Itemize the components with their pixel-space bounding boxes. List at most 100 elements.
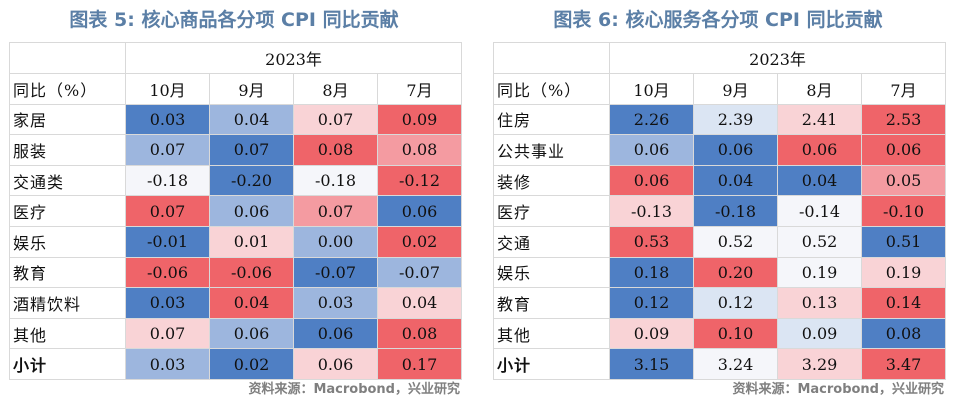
table-panel-core-goods: 图表 5: 核心商品各分项 CPI 同比贡献 2023年 同比（%） 10月 9…: [0, 0, 468, 397]
month-header: 10月: [125, 73, 210, 105]
row-label: 交通类: [9, 164, 126, 197]
value-cell: 0.06: [860, 134, 947, 166]
value-cell: 0.02: [376, 225, 463, 258]
value-cell: 0.09: [376, 103, 463, 136]
value-cell: 0.06: [376, 195, 463, 227]
value-cell: -0.18: [125, 164, 210, 197]
row-label: 酒精饮料: [9, 287, 126, 319]
row-label: 医疗: [9, 195, 126, 227]
table-row: 住房 2.26 2.39 2.41 2.53: [493, 103, 947, 136]
corner-cell: [493, 42, 610, 74]
value-cell: 2.41: [777, 103, 862, 136]
table-row: 小计 0.03 0.02 0.06 0.17: [9, 348, 463, 380]
month-header: 7月: [860, 73, 947, 105]
table-panel-core-services: 图表 6: 核心服务各分项 CPI 同比贡献 2023年 同比（%） 10月 9…: [484, 0, 952, 397]
month-header: 7月: [376, 73, 463, 105]
corner-cell: [9, 42, 126, 74]
value-cell: 0.06: [209, 195, 294, 227]
value-cell: 2.26: [609, 103, 694, 136]
value-cell: -0.07: [293, 256, 378, 289]
value-cell: -0.06: [209, 256, 294, 289]
row-header-label: 同比（%）: [9, 73, 126, 105]
month-header: 9月: [209, 73, 294, 105]
table-row: 交通 0.53 0.52 0.52 0.51: [493, 225, 947, 258]
value-cell: 0.09: [777, 317, 862, 350]
value-cell: -0.20: [209, 164, 294, 197]
value-cell: 0.18: [609, 256, 694, 289]
row-label: 家居: [9, 103, 126, 136]
table-title: 图表 5: 核心商品各分项 CPI 同比贡献: [69, 9, 399, 31]
value-cell: 0.06: [693, 134, 778, 166]
table-row: 教育 -0.06 -0.06 -0.07 -0.07: [9, 256, 463, 289]
value-cell: 0.06: [609, 134, 694, 166]
row-label: 医疗: [493, 195, 610, 227]
value-cell: 0.03: [125, 287, 210, 319]
value-cell: 3.47: [860, 348, 947, 380]
value-cell: 0.04: [376, 287, 463, 319]
value-cell: 3.24: [693, 348, 778, 380]
value-cell: 0.07: [125, 134, 210, 166]
value-cell: 2.39: [693, 103, 778, 136]
value-cell: 0.08: [376, 134, 463, 166]
row-label: 教育: [493, 287, 610, 319]
table-row: 医疗 -0.13 -0.18 -0.14 -0.10: [493, 195, 947, 227]
table-row: 娱乐 -0.01 0.01 0.00 0.02: [9, 225, 463, 258]
value-cell: 0.03: [125, 348, 210, 380]
table-row: 其他 0.07 0.06 0.06 0.08: [9, 317, 463, 350]
value-cell: -0.01: [125, 225, 210, 258]
value-cell: 0.06: [609, 164, 694, 197]
value-cell: 2.53: [860, 103, 947, 136]
row-label: 住房: [493, 103, 610, 136]
year-header: 2023年: [124, 42, 463, 74]
source-note: 资料来源：Macrobond，兴业研究: [248, 382, 460, 397]
value-cell: 0.04: [693, 164, 778, 197]
value-cell: 0.12: [609, 287, 694, 319]
row-label: 装修: [493, 164, 610, 197]
value-cell: 0.51: [860, 225, 947, 258]
month-header: 8月: [777, 73, 862, 105]
value-cell: 0.08: [293, 134, 378, 166]
row-label: 其他: [493, 317, 610, 350]
row-label: 服装: [9, 134, 126, 166]
value-cell: 0.03: [293, 287, 378, 319]
value-cell: 0.06: [777, 134, 862, 166]
table-row: 服装 0.07 0.07 0.08 0.08: [9, 134, 463, 166]
value-cell: 0.03: [125, 103, 210, 136]
value-cell: -0.18: [693, 195, 778, 227]
row-label: 小计: [9, 348, 126, 380]
table-row: 教育 0.12 0.12 0.13 0.14: [493, 287, 947, 319]
core-goods-table: 2023年 同比（%） 10月 9月 8月 7月 家居 0.03 0.04 0.07 0…: [9, 42, 463, 380]
table-row: 酒精饮料 0.03 0.04 0.03 0.04: [9, 287, 463, 319]
month-header: 8月: [293, 73, 378, 105]
value-cell: 0.06: [293, 317, 378, 350]
table-row: 医疗 0.07 0.06 0.07 0.06: [9, 195, 463, 227]
row-label: 教育: [9, 256, 126, 289]
value-cell: 3.15: [609, 348, 694, 380]
value-cell: 0.06: [293, 348, 378, 380]
source-note: 资料来源：Macrobond，兴业研究: [732, 382, 944, 397]
value-cell: -0.06: [125, 256, 210, 289]
table-row: 其他 0.09 0.10 0.09 0.08: [493, 317, 947, 350]
table-row: 装修 0.06 0.04 0.04 0.05: [493, 164, 947, 197]
value-cell: 0.07: [293, 103, 378, 136]
value-cell: 0.07: [125, 195, 210, 227]
month-header: 10月: [609, 73, 694, 105]
value-cell: 0.05: [860, 164, 947, 197]
value-cell: 0.52: [777, 225, 862, 258]
value-cell: 0.08: [860, 317, 947, 350]
value-cell: 0.14: [860, 287, 947, 319]
value-cell: -0.10: [860, 195, 947, 227]
row-label: 交通: [493, 225, 610, 258]
row-header-label: 同比（%）: [493, 73, 610, 105]
value-cell: 0.07: [125, 317, 210, 350]
value-cell: 0.52: [693, 225, 778, 258]
row-label: 公共事业: [493, 134, 610, 166]
value-cell: 0.10: [693, 317, 778, 350]
core-services-table: 2023年 同比（%） 10月 9月 8月 7月 住房 2.26 2.39 2.41 2…: [493, 42, 947, 380]
table-row: 交通类 -0.18 -0.20 -0.18 -0.12: [9, 164, 463, 197]
row-label: 娱乐: [9, 225, 126, 258]
value-cell: 0.17: [376, 348, 463, 380]
value-cell: 0.20: [693, 256, 778, 289]
row-label: 其他: [9, 317, 126, 350]
value-cell: 0.08: [376, 317, 463, 350]
